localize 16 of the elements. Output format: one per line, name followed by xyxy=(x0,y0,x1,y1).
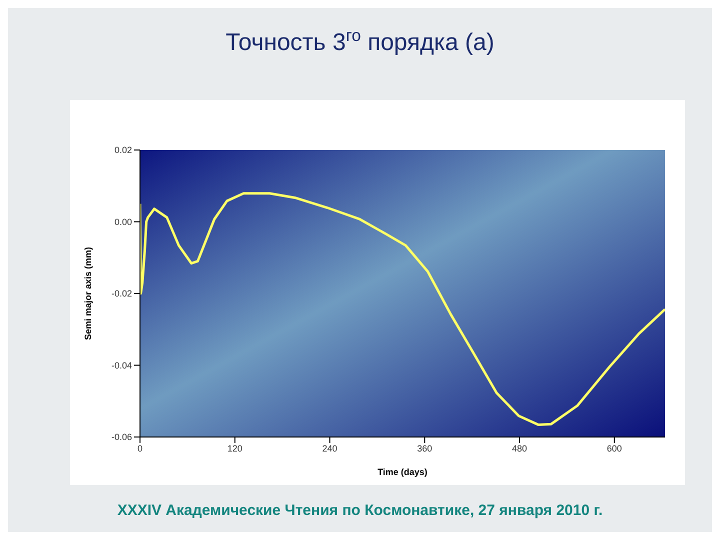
y-tick-label: 0.02 xyxy=(114,145,132,156)
x-tick-label: 120 xyxy=(227,443,242,454)
y-tick-label: -0.02 xyxy=(111,288,132,299)
y-axis-title: Semi major axis (mm) xyxy=(83,246,94,340)
chart-title: Точность 3$^{го}$ порядка (a) xyxy=(226,26,494,56)
text: XXXIV Академические Чтения по Космонавтике, 27 января 2010 г. xyxy=(116,502,604,519)
line-series xyxy=(140,192,665,426)
x-tick-label: 240 xyxy=(322,443,338,454)
x-tick-label: 600 xyxy=(606,443,622,454)
y-tick-label: -0.04 xyxy=(111,360,132,370)
x-tick-label: 360 xyxy=(417,443,432,454)
y-tick-label: 0.00 xyxy=(114,216,132,227)
y-tick-label: -0.06 xyxy=(111,432,132,442)
x-axis-title: Time (days) xyxy=(378,467,428,477)
x-tick-label: 0 xyxy=(137,443,143,454)
x-tick-label: 480 xyxy=(512,443,528,454)
